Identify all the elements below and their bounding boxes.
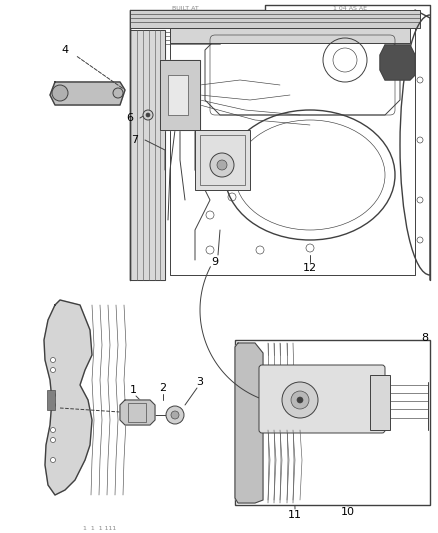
Circle shape (50, 457, 56, 463)
Circle shape (171, 411, 179, 419)
Circle shape (50, 367, 56, 373)
Circle shape (146, 113, 150, 117)
Circle shape (217, 160, 227, 170)
Text: 9: 9 (212, 257, 219, 267)
Circle shape (297, 397, 303, 403)
Polygon shape (50, 82, 125, 105)
Text: 2: 2 (159, 383, 166, 393)
Bar (130, 10, 420, 28)
Bar (235, 340, 430, 505)
Polygon shape (120, 400, 155, 425)
Circle shape (50, 427, 56, 432)
Polygon shape (235, 343, 263, 503)
Text: 4: 4 (61, 45, 69, 55)
Text: 11: 11 (288, 510, 302, 520)
Circle shape (166, 406, 184, 424)
Bar (195, 130, 250, 190)
Polygon shape (380, 45, 415, 80)
Circle shape (291, 391, 309, 409)
Circle shape (52, 85, 68, 101)
Circle shape (50, 392, 56, 398)
Circle shape (50, 402, 56, 408)
Text: 1: 1 (130, 385, 137, 395)
Text: 3: 3 (197, 377, 204, 387)
Polygon shape (130, 30, 165, 280)
Circle shape (282, 382, 318, 418)
Polygon shape (44, 300, 92, 495)
Circle shape (143, 110, 153, 120)
Text: 8: 8 (421, 333, 428, 343)
Bar (170, 28, 410, 43)
Text: 1 04 AS AE: 1 04 AS AE (333, 5, 367, 11)
Circle shape (50, 358, 56, 362)
Text: 1  1  1 111: 1 1 1 111 (83, 526, 117, 530)
Text: 7: 7 (131, 135, 138, 145)
Circle shape (210, 153, 234, 177)
Bar (168, 75, 188, 115)
Bar (200, 135, 245, 185)
Text: 6: 6 (127, 113, 134, 123)
FancyBboxPatch shape (259, 365, 385, 433)
Bar (370, 375, 390, 430)
Bar (47, 390, 55, 410)
Text: 10: 10 (341, 507, 355, 517)
Text: 12: 12 (303, 263, 317, 273)
Circle shape (50, 438, 56, 442)
Text: BUILT AT: BUILT AT (172, 5, 198, 11)
Circle shape (113, 88, 123, 98)
Bar (128, 403, 146, 422)
Polygon shape (160, 60, 200, 130)
